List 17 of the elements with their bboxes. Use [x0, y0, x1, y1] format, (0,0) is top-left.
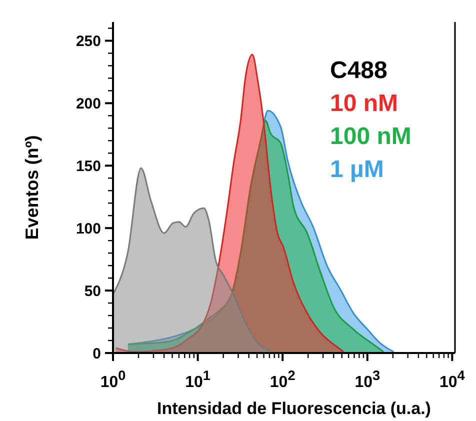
y-tick-label: 100 — [76, 220, 101, 238]
y-tick-label: 150 — [76, 158, 101, 175]
x-tick-label: 10$^{4}$ — [439, 368, 466, 391]
y-tick-label: 50 — [84, 282, 101, 300]
x-tick-label: 10$^{0}$ — [100, 368, 126, 391]
series-label: 100 nM — [330, 123, 412, 150]
x-tick-label: 10$^{3}$ — [354, 368, 380, 391]
y-tick-label: 0 — [92, 345, 101, 362]
y-axis-title: Eventos (nº) — [22, 135, 42, 240]
series-label: 1 µM — [330, 156, 384, 183]
text: 10 nM — [330, 90, 398, 117]
y-tick-label: 200 — [76, 95, 101, 112]
legend-title: C488 — [330, 57, 388, 84]
y-tick-label: 250 — [76, 32, 101, 50]
x-tick-label: 10$^{1}$ — [185, 368, 211, 391]
x-tick-label: 10$^{2}$ — [270, 368, 296, 391]
x-axis-title: Intensidad de Fluorescencia (u.a.) — [157, 399, 431, 418]
